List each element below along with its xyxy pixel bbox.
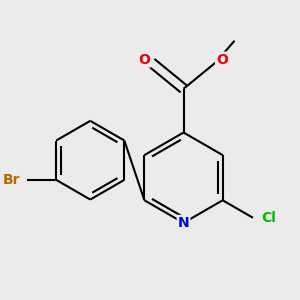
Text: Cl: Cl — [262, 211, 277, 225]
Text: Br: Br — [2, 173, 20, 187]
Text: O: O — [138, 52, 150, 67]
Text: O: O — [216, 52, 228, 67]
Text: N: N — [178, 216, 189, 230]
